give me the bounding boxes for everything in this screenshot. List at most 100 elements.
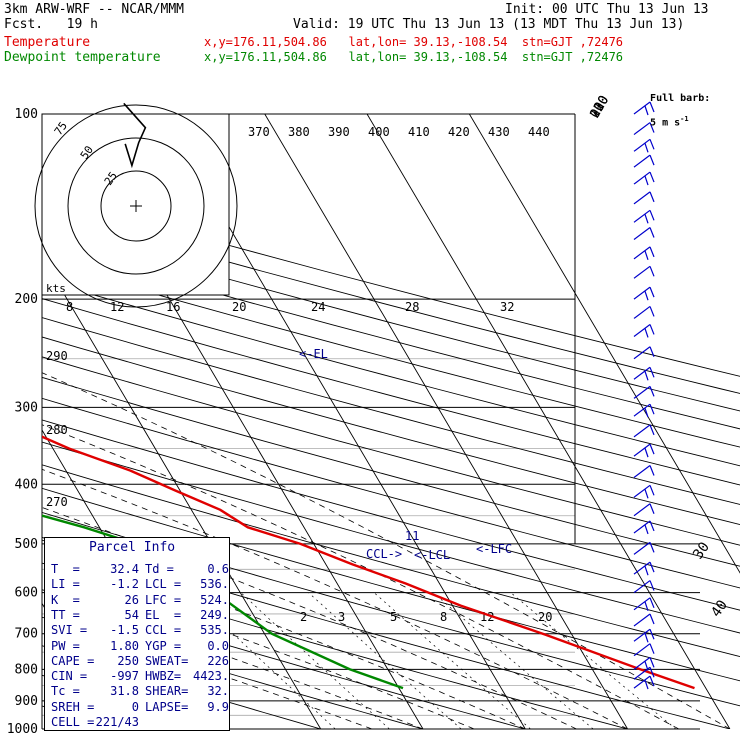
wind-barb-staff bbox=[633, 209, 651, 223]
forecast-hour: Fcst. 19 h bbox=[4, 17, 98, 32]
isotherm-line bbox=[0, 114, 14, 729]
wind-barb-staff bbox=[633, 323, 651, 337]
parcel-info-row: K = 26 LFC = 524. bbox=[51, 593, 229, 607]
dry-adiabat bbox=[42, 419, 740, 611]
theta-label: 270 bbox=[46, 495, 68, 509]
dry-adiabat bbox=[42, 336, 740, 526]
wind-barb-staff bbox=[633, 443, 651, 457]
wind-barb-flag bbox=[649, 346, 655, 357]
dry-adiabat bbox=[42, 487, 740, 682]
wind-barb-staff bbox=[633, 138, 651, 152]
isotherm-line bbox=[366, 114, 731, 729]
dry-adiabat bbox=[42, 261, 740, 448]
wind-barb bbox=[633, 366, 655, 381]
wind-barb bbox=[633, 385, 655, 399]
hodograph-ring-label: 25 bbox=[102, 169, 120, 187]
pressure-tick-label: 100 bbox=[15, 107, 38, 122]
parcel-value: 31.8 bbox=[110, 684, 139, 699]
wind-barb bbox=[633, 561, 655, 576]
wind-barb bbox=[633, 503, 655, 517]
wind-barb-staff bbox=[633, 580, 651, 594]
wind-barb-flag bbox=[649, 667, 655, 678]
moist-adiabat bbox=[42, 507, 577, 729]
wind-barb-flag bbox=[649, 154, 655, 166]
wind-barb-flag bbox=[649, 561, 655, 573]
isotherm-line bbox=[264, 114, 628, 729]
wind-barb-flag bbox=[649, 675, 655, 687]
wind-barb-flag bbox=[649, 657, 655, 668]
wind-barb-flag bbox=[649, 503, 655, 514]
theta-label: 420 bbox=[448, 125, 470, 139]
wind-barb-flag bbox=[649, 629, 655, 640]
moist-adiabat bbox=[42, 614, 373, 729]
wind-barb bbox=[633, 171, 655, 186]
wind-barb bbox=[633, 122, 655, 136]
wind-barb-flag bbox=[649, 122, 655, 133]
wind-barb bbox=[633, 246, 655, 261]
wind-barb-staff bbox=[633, 541, 651, 555]
parcel-value: 26 bbox=[124, 592, 139, 607]
pressure-tick-label: 600 bbox=[15, 586, 38, 601]
wind-barb-flag bbox=[649, 191, 655, 203]
wind-barb bbox=[633, 154, 655, 168]
barb-legend-line1: Full barb: bbox=[650, 93, 711, 104]
parcel-info-title: Parcel Info bbox=[89, 540, 176, 555]
parcel-key: CIN = bbox=[51, 669, 88, 684]
wind-barb-flag bbox=[649, 210, 655, 221]
pressure-tick-label: 800 bbox=[15, 662, 38, 677]
parcel-value: 32.4 bbox=[110, 562, 139, 576]
wind-barb-staff bbox=[633, 613, 651, 627]
wind-barb-flag bbox=[644, 679, 649, 690]
el-marker: <-EL bbox=[299, 347, 328, 361]
isotherm-line bbox=[468, 114, 740, 574]
parcel-key: CCL = bbox=[145, 623, 182, 638]
parcel-key: LI = bbox=[51, 577, 80, 592]
wind-barb-flag bbox=[644, 290, 649, 301]
theta-label: 290 bbox=[46, 349, 68, 363]
model-title: 3km ARW-WRF -- NCAR/MMM bbox=[4, 2, 185, 17]
wind-barb-flag bbox=[644, 633, 649, 643]
dewpoint-legend-label: Dewpoint temperature bbox=[4, 50, 161, 65]
parcel-key: Tc = bbox=[51, 684, 80, 699]
theta-label: 410 bbox=[408, 125, 430, 139]
wind-barb-staff bbox=[633, 101, 651, 115]
pressure-tick-label: 200 bbox=[15, 292, 38, 307]
init-time: Init: 00 UTC Thu 13 Jun 13 bbox=[505, 2, 709, 17]
parcel-value: 249. bbox=[200, 607, 229, 622]
wind-barb-flag bbox=[644, 371, 649, 381]
wind-barb bbox=[633, 265, 655, 279]
wind-barb-flag bbox=[649, 324, 655, 335]
hodograph-ring bbox=[34, 104, 238, 308]
wind-barb-staff bbox=[633, 520, 651, 534]
mixing-ratio-label: 12 bbox=[110, 300, 124, 314]
valid-time: Valid: 19 UTC Thu 13 Jun 13 (13 MDT Thu … bbox=[293, 17, 685, 32]
parcel-info-row: CIN = -997 HWBZ= 4423. bbox=[51, 669, 229, 683]
dry-adiabat bbox=[42, 397, 740, 589]
mixing-ratio-label: 24 bbox=[311, 300, 325, 314]
mixing-ratio-label: 16 bbox=[166, 300, 180, 314]
parcel-value: 0 bbox=[131, 699, 139, 714]
wind-barb-staff bbox=[633, 666, 651, 680]
wind-barb-flag bbox=[649, 643, 655, 654]
moist-adiabat bbox=[42, 372, 731, 729]
wind-barb bbox=[633, 613, 655, 627]
wind-barb-flag bbox=[649, 227, 655, 238]
wind-barb-flag bbox=[649, 286, 655, 298]
parcel-key: LFC = bbox=[145, 592, 182, 607]
isotherm-label: 20 bbox=[587, 100, 608, 121]
parcel-info-row: SVI = -1.5 CCL = 535. bbox=[51, 623, 229, 637]
wind-barb bbox=[633, 403, 655, 418]
wind-barb bbox=[633, 643, 655, 657]
wind-barbs bbox=[633, 101, 655, 690]
wind-barb-flag bbox=[644, 407, 649, 418]
parcel-info-row: PW = 1.80 YGP = 0.0 bbox=[51, 639, 229, 653]
wind-barb bbox=[633, 628, 655, 643]
level-annotations: <-EL <-LFC <-LCL CCL->11 bbox=[299, 347, 512, 562]
parcel-info-panel: Parcel Info T = 32.4 Td = 0.6 LI = -1.2 LCL = 5… bbox=[44, 537, 230, 731]
wind-barb-flag bbox=[649, 597, 655, 609]
wind-barb-flag bbox=[649, 542, 655, 553]
wind-barb-flag bbox=[649, 246, 655, 258]
wind-barb-staff bbox=[633, 227, 651, 241]
isotherm-label: 40 bbox=[708, 597, 731, 620]
wind-barb-staff bbox=[633, 366, 651, 380]
